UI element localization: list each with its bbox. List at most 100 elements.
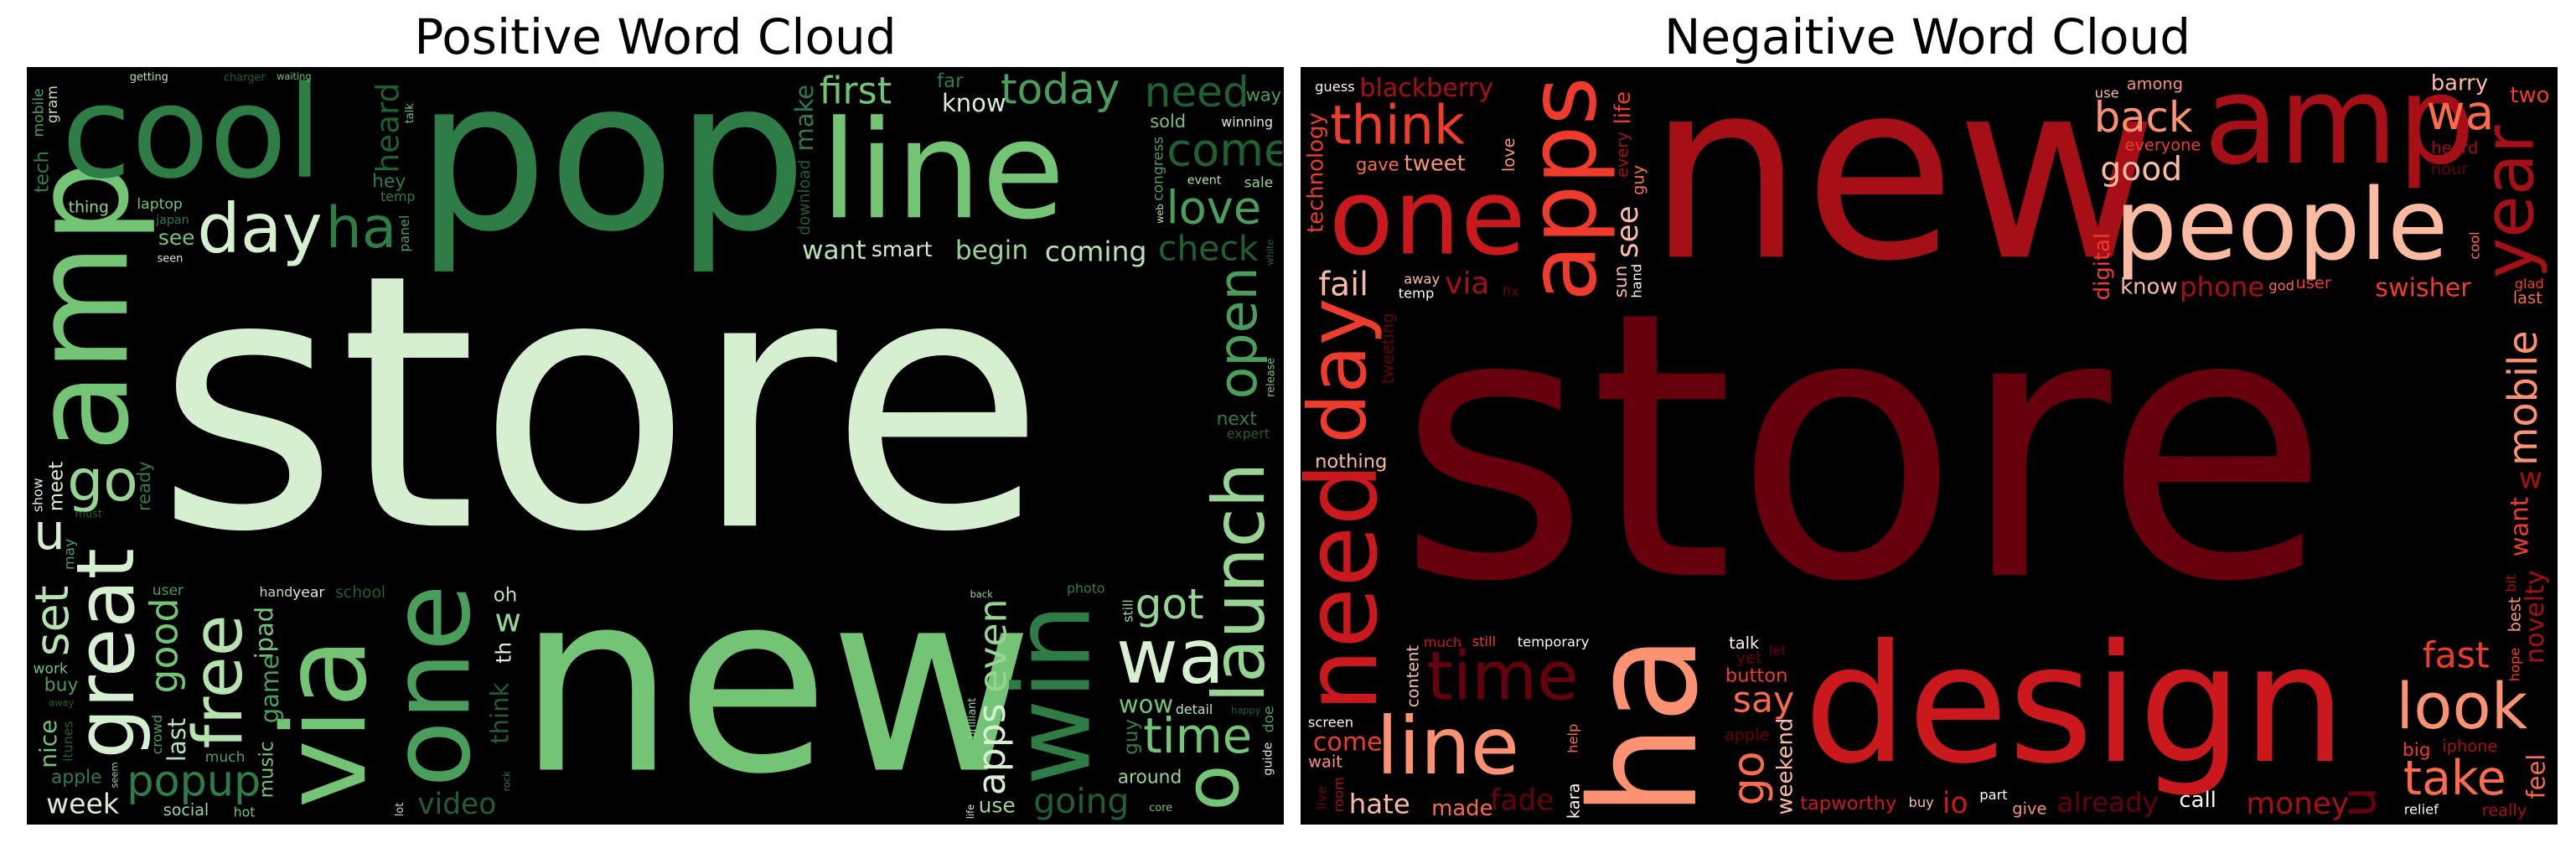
word-charger: charger — [224, 71, 266, 84]
word-buy: buy — [1909, 794, 1935, 810]
word-going: going — [1033, 781, 1129, 821]
word-school: school — [335, 584, 385, 602]
word-live: live — [1314, 786, 1330, 810]
word-itunes: itunes — [60, 721, 76, 762]
word-win: win — [991, 603, 1115, 785]
word-let: let — [1769, 642, 1787, 658]
word-life: life — [965, 804, 976, 819]
word-mobile: mobile — [2501, 330, 2547, 466]
word-th: th — [491, 642, 515, 664]
word-amp: amp — [2204, 69, 2475, 192]
word-web: web — [1154, 204, 1166, 224]
word-set: set — [28, 586, 80, 657]
word-phone: phone — [2180, 272, 2264, 303]
word-need: need — [1302, 463, 1400, 712]
word-guide: guide — [1262, 742, 1275, 775]
word-much: much — [205, 749, 246, 766]
word-release: release — [1265, 358, 1278, 397]
word-barry: barry — [2431, 70, 2488, 96]
word-time: time — [1143, 708, 1252, 764]
word-call: call — [2179, 788, 2216, 813]
positive-cloud-title: Positive Word Cloud — [414, 8, 897, 65]
word-cool: cool — [2467, 231, 2483, 259]
word-wa: wa — [2426, 85, 2494, 141]
word-seen: seen — [158, 252, 184, 265]
word-meet: meet — [46, 462, 68, 511]
positive-word-cloud: store new pop one line amp via win cool great laun… — [27, 67, 1284, 825]
word-ha: ha — [326, 194, 397, 261]
word-part: part — [1979, 787, 2007, 803]
word-really: really — [2482, 801, 2527, 820]
word-user: user — [2296, 273, 2331, 292]
word-good: good — [2100, 151, 2182, 189]
word-wait: wait — [1308, 752, 1342, 771]
word-back: back — [970, 588, 993, 600]
word-screen: screen — [1308, 714, 1353, 730]
word-fix: fix — [1503, 283, 1519, 299]
word-see: see — [158, 225, 195, 250]
word-temp: temp — [1399, 286, 1435, 302]
word-check: check — [1158, 229, 1259, 269]
word-hey: hey — [372, 172, 406, 193]
word-doe: doe — [1261, 706, 1278, 732]
word-brilliant: brilliant — [966, 698, 979, 739]
word-much: much — [1424, 634, 1461, 650]
word-ready: ready — [134, 461, 154, 511]
word-weekend: weekend — [1773, 718, 1798, 815]
word-already: already — [2057, 787, 2159, 819]
word-oh: oh — [494, 584, 518, 606]
word-way: way — [1246, 85, 1281, 105]
word-via: via — [1445, 266, 1489, 301]
word-come: come — [1313, 728, 1383, 758]
word-gram: gram — [44, 85, 61, 123]
word-white: white — [1264, 239, 1275, 265]
word-photo: photo — [1067, 580, 1105, 596]
word-come: come — [1166, 123, 1282, 176]
word-mobile: mobile — [31, 89, 48, 137]
word-novelty: novelty — [2521, 570, 2550, 664]
word-core: core — [1149, 802, 1172, 815]
word-tapworthy: tapworthy — [1800, 793, 1896, 815]
word-think: think — [485, 683, 514, 744]
word-make: make — [790, 85, 819, 152]
word-heard: heard — [2431, 138, 2478, 158]
word-hate: hate — [1349, 789, 1410, 820]
word-content: content — [1404, 645, 1423, 708]
word-show: show — [29, 478, 45, 512]
word-guess: guess — [1315, 79, 1355, 95]
word-know: know — [2120, 275, 2177, 300]
word-begin: begin — [955, 235, 1028, 266]
word-happy: happy — [1231, 704, 1261, 716]
word-music: music — [256, 741, 278, 798]
word-still: still — [1472, 634, 1496, 649]
word-good: good — [141, 597, 186, 693]
word-year: year — [292, 585, 325, 602]
word-glad: glad — [2515, 276, 2544, 292]
word-apps: apps — [1509, 76, 1618, 302]
word-ha: ha — [1560, 634, 1730, 818]
word-back: back — [2094, 93, 2193, 142]
word-among: among — [2127, 74, 2183, 93]
word-think: think — [1330, 96, 1465, 158]
word-god: god — [2268, 278, 2294, 294]
word-love: love — [1166, 182, 1262, 235]
word-far: far — [937, 70, 964, 92]
word-one: one — [1329, 155, 1526, 278]
word-must: must — [75, 508, 103, 520]
word-away: away — [1404, 272, 1440, 287]
word-people: people — [2114, 168, 2448, 282]
word-line: line — [1376, 701, 1519, 793]
word-cool: cool — [61, 69, 322, 207]
word-hand: hand — [1629, 264, 1645, 298]
word-go: go — [67, 447, 138, 514]
word-u: u — [34, 503, 65, 561]
word-smart: smart — [872, 237, 933, 261]
word-pop: pop — [416, 69, 807, 277]
word-may: may — [61, 539, 78, 570]
word-fail: fail — [1318, 266, 1368, 304]
word-work: work — [34, 660, 68, 677]
word-go: go — [1723, 751, 1774, 805]
word-away: away — [49, 696, 74, 708]
word-iphone: iphone — [2442, 737, 2497, 756]
word-tweet: tweet — [1404, 151, 1466, 176]
